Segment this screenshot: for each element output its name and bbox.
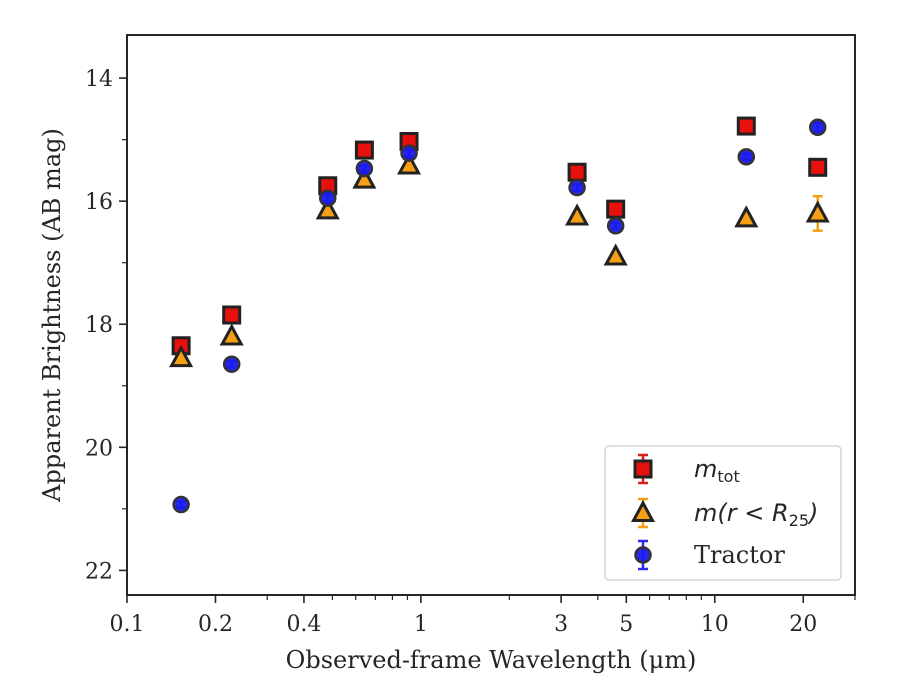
y-tick-label: 18 [85,313,113,338]
legend-label-1: m(r < R25) [694,499,818,530]
data-point-triangle [352,166,377,189]
legend-marker-triangle [630,499,656,522]
legend-marker-circle [634,546,652,564]
data-point-triangle [734,205,759,228]
data-point-circle [737,148,756,166]
data-point-triangle [603,243,628,266]
series-1 [169,152,830,368]
data-point-circle [172,495,190,514]
x-tick-label: 5 [619,612,633,637]
x-tick-label: 3 [554,612,568,637]
x-tick-label: 20 [789,612,817,637]
data-point-triangle [169,344,194,368]
x-axis-title: Observed-frame Wavelength (μm) [286,646,697,674]
axis-ticks: 0.1 0.2 0.4 1 3 5 10 20 14 16 18 20 22 [85,67,856,637]
data-point-square [606,199,626,219]
data-point-square [222,305,242,325]
plot-frame [126,34,856,596]
y-axis-title: Apparent Brightness (AB mag) [38,128,66,503]
y-tick-label: 20 [85,436,113,461]
data-point-triangle [565,203,590,226]
data-point-square [736,116,756,136]
data-point-triangle [805,200,830,223]
x-tick-label: 0.2 [198,612,233,637]
x-tick-label: 1 [414,612,428,637]
legend: mtot m(r < R25) Tractor [604,445,842,581]
data-point-triangle [219,323,244,346]
x-tick-label: 0.4 [286,612,321,637]
data-point-square [808,157,828,177]
data-point-circle [606,217,625,235]
data-point-square [567,162,587,182]
legend-label-2: Tractor [694,541,785,569]
data-point-triangle [397,152,422,175]
data-point-circle [568,178,586,197]
data-point-circle [318,189,337,207]
legend-label-0: mtot [694,455,740,486]
data-point-circle [355,159,374,178]
data-point-triangle [315,197,340,220]
y-tick-label: 14 [85,67,113,92]
data-point-circle [808,118,827,137]
data-point-square [354,140,374,160]
legend-marker-square [633,459,653,479]
x-tick-label: 0.1 [110,612,145,637]
legend-box [604,445,842,581]
series-2 [172,118,827,514]
data-marks [169,116,830,514]
x-tick-label: 10 [701,612,729,637]
y-tick-label: 22 [85,559,113,584]
data-point-circle [222,355,241,373]
y-tick-label: 16 [85,190,113,215]
data-point-circle [400,144,418,162]
